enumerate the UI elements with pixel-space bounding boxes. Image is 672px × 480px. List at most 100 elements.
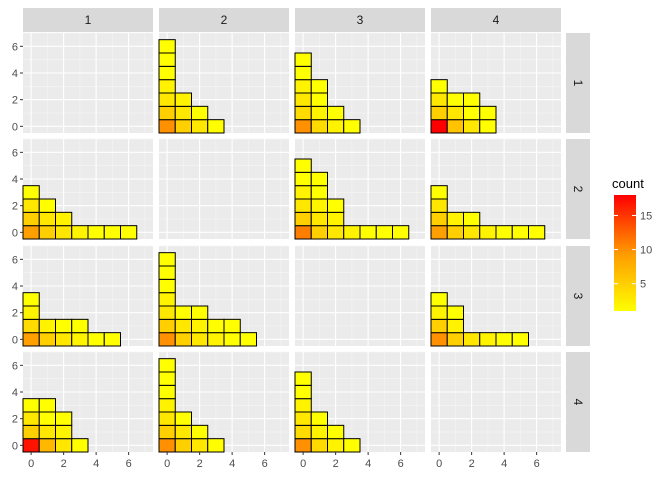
y-tick-label: 6 [12, 254, 18, 266]
heat-tile [38, 424, 56, 440]
heat-tile [310, 225, 328, 240]
heat-tile [158, 358, 176, 373]
facet-strip-col [431, 8, 561, 32]
heat-tile [528, 225, 546, 240]
heat-tile [22, 292, 40, 307]
heat-tile [294, 438, 312, 453]
heat-tile [446, 211, 464, 227]
heat-tile [294, 211, 312, 227]
heat-tile [207, 318, 225, 334]
heat-tile [327, 105, 345, 121]
heat-tile [158, 438, 176, 453]
facet-panel: 0 2 4 6 [158, 351, 289, 470]
heat-tile [446, 318, 464, 334]
heat-tile [463, 92, 481, 107]
heat-tile [55, 332, 73, 347]
heat-tile [479, 332, 497, 347]
y-tick-label: 4 [12, 68, 18, 80]
heat-tile [158, 384, 176, 400]
heat-tile [294, 411, 312, 426]
facet-panel: 0 2 4 6 0 2 4 6 [12, 351, 153, 470]
heat-tile [191, 305, 209, 320]
heat-tile [294, 384, 312, 400]
heat-tile [158, 305, 176, 320]
heat-tile [174, 305, 192, 320]
y-tick-label: 0 [12, 334, 18, 346]
facet-panel: 0 2 4 6 [294, 351, 425, 470]
facet-panel [294, 32, 425, 134]
heat-tile [430, 105, 448, 121]
y-tick-label: 0 [12, 440, 18, 452]
heat-tile [191, 105, 209, 121]
heat-tile [22, 225, 40, 240]
facet-strip-row [566, 246, 590, 346]
facet-strip-col-label: 3 [357, 13, 364, 27]
heat-tile [310, 424, 328, 440]
heat-tile [55, 438, 73, 453]
legend-title: count [612, 176, 644, 191]
heat-tile [294, 92, 312, 107]
heat-tile [38, 318, 56, 334]
heat-tile [446, 305, 464, 320]
facet-panel: 0 2 4 6 [431, 351, 561, 470]
heat-tile [430, 79, 448, 94]
heat-tile [174, 411, 192, 426]
heat-tile [375, 225, 393, 240]
heat-tile [294, 52, 312, 67]
heat-tile [359, 225, 377, 240]
heat-tile [55, 225, 73, 240]
heat-tile [71, 318, 89, 334]
heat-tile [207, 438, 225, 453]
x-tick-label: 0 [164, 458, 170, 470]
heat-tile [22, 198, 40, 213]
heat-tile [38, 332, 56, 347]
panels-layer: 1 2 3 4 1 2 3 4 0 2 4 6 0 2 4 6 0 2 4 6 0 2 4 6 0 2 4 6 0 2 4 6 0 2 4 6 0 2 4 6 [12, 8, 590, 470]
heat-tile [310, 198, 328, 213]
y-tick-label: 4 [12, 387, 18, 399]
facet-panel: 0 2 4 6 [12, 32, 153, 133]
heat-tile [38, 411, 56, 426]
heat-tile [158, 265, 176, 280]
heat-tile [120, 225, 138, 240]
legend-colorbar [614, 195, 636, 311]
heat-tile [327, 198, 345, 213]
heat-tile [294, 158, 312, 173]
y-tick-label: 0 [12, 121, 18, 133]
heat-tile [158, 252, 176, 267]
x-tick-label: 6 [262, 458, 268, 470]
y-tick-label: 4 [12, 281, 18, 293]
heat-tile [158, 39, 176, 54]
heat-tile [310, 105, 328, 121]
heat-tile [103, 332, 121, 347]
heat-tile [223, 332, 241, 347]
y-tick-label: 0 [12, 227, 18, 239]
heat-tile [103, 225, 121, 240]
heat-tile [158, 424, 176, 440]
y-tick-label: 6 [12, 147, 18, 159]
panel-background [295, 246, 425, 346]
heat-tile [174, 424, 192, 440]
heat-tile [87, 225, 105, 240]
heat-tile [294, 424, 312, 440]
heat-tile [327, 119, 345, 134]
heat-tile [239, 332, 257, 347]
heat-tile [174, 332, 192, 347]
facet-panel [430, 245, 561, 347]
panel-background [431, 352, 561, 452]
facet-panel: 0 2 4 6 [12, 138, 153, 240]
x-tick-label: 0 [300, 458, 306, 470]
heat-tile [38, 198, 56, 213]
heat-tile [294, 225, 312, 240]
heat-tile [430, 305, 448, 320]
heat-tile [343, 225, 361, 240]
panel-background [159, 139, 289, 239]
heat-tile [174, 438, 192, 453]
heat-tile [223, 318, 241, 334]
facet-strip-row [566, 33, 590, 133]
heat-tile [327, 424, 345, 440]
heat-tile [294, 185, 312, 200]
heat-tile [327, 438, 345, 453]
heat-tile [327, 225, 345, 240]
heat-tile [158, 371, 176, 386]
heat-tile [294, 65, 312, 81]
